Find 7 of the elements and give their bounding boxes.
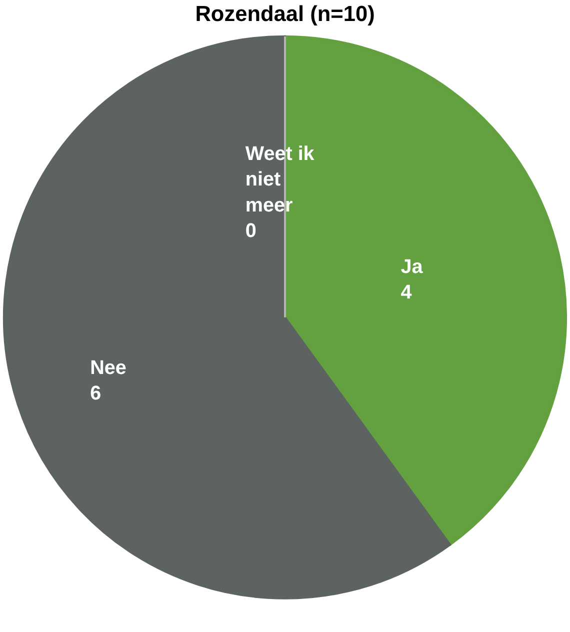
slice-label: Nee	[90, 356, 126, 379]
text: 0	[245, 220, 256, 242]
data-label: 6	[90, 382, 102, 404]
category-label: Weet ik niet meer	[245, 143, 314, 216]
chart-title: Rozendaal (n=10)	[195, 0, 375, 26]
slice-label: Ja	[400, 256, 424, 278]
data-label: 4	[400, 282, 412, 304]
